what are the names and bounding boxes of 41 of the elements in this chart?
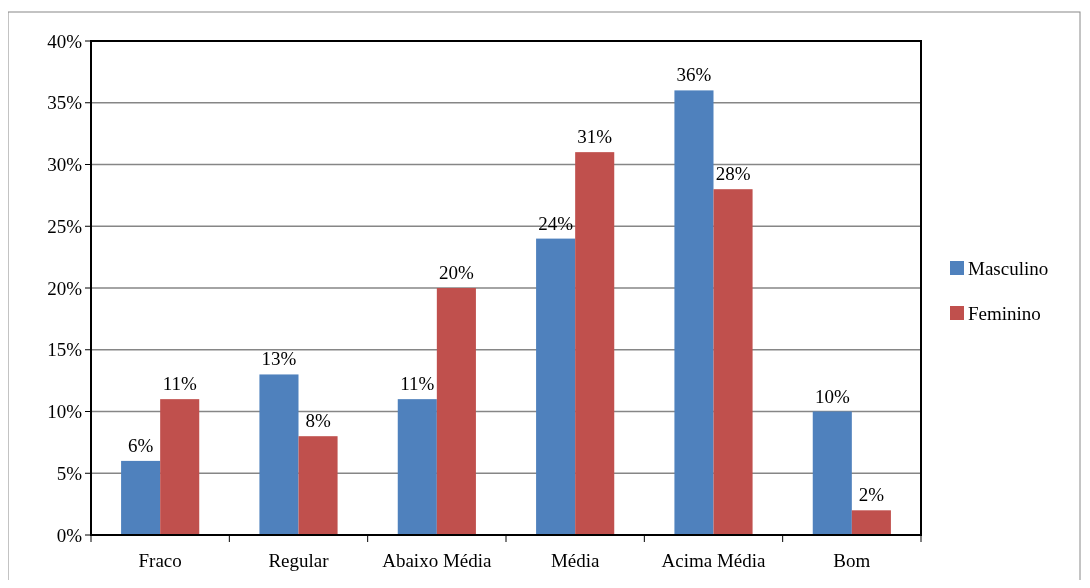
- x-tick-label: Bom: [833, 550, 871, 571]
- bar: [713, 189, 753, 535]
- legend-label: Feminino: [968, 302, 1041, 324]
- bar: [674, 90, 714, 535]
- data-label: 10%: [814, 385, 850, 407]
- bar: [121, 460, 161, 535]
- data-label: 6%: [127, 434, 154, 456]
- data-label: 2%: [858, 484, 885, 506]
- y-tick-label: 30%: [47, 154, 83, 176]
- y-tick-label: 15%: [47, 339, 83, 361]
- data-label: 36%: [676, 64, 712, 86]
- data-label: 13%: [261, 348, 297, 370]
- bar: [436, 288, 476, 535]
- legend-label: Masculino: [968, 257, 1049, 279]
- bar: [812, 411, 852, 535]
- data-label: 28%: [715, 163, 751, 185]
- bar: [851, 510, 891, 535]
- x-tick-label: Média: [550, 550, 600, 571]
- x-tick-label: Abaixo Média: [382, 550, 493, 571]
- y-tick-label: 5%: [56, 462, 83, 484]
- bar: [536, 238, 576, 535]
- x-tick-label: Regular: [268, 550, 330, 571]
- data-label: 11%: [162, 373, 197, 395]
- y-tick-label: 40%: [47, 30, 83, 52]
- bar: [298, 436, 338, 535]
- data-label: 31%: [577, 126, 613, 148]
- data-label: 8%: [305, 410, 331, 432]
- y-tick-label: 25%: [47, 215, 83, 237]
- bar: [397, 399, 437, 535]
- data-label: 20%: [438, 262, 474, 283]
- y-tick-label: 10%: [47, 401, 83, 423]
- y-tick-label: 0%: [56, 524, 83, 546]
- y-tick-label: 20%: [47, 277, 83, 299]
- x-tick-label: Fraco: [138, 550, 182, 571]
- bar: [259, 374, 299, 535]
- x-tick-label: Acima Média: [661, 550, 767, 571]
- data-label: 11%: [400, 373, 435, 395]
- bar: [575, 152, 615, 535]
- bar: [160, 399, 200, 535]
- data-label: 24%: [538, 212, 574, 234]
- y-tick-label: 35%: [47, 92, 83, 114]
